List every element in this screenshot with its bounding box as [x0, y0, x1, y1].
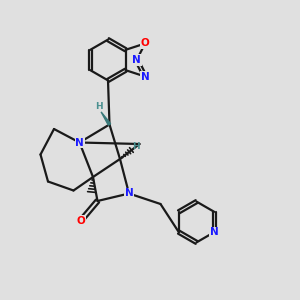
- Text: H: H: [95, 102, 103, 111]
- Text: N: N: [124, 188, 134, 199]
- Text: N: N: [210, 227, 218, 237]
- Text: H: H: [132, 142, 140, 151]
- Text: N: N: [132, 55, 141, 65]
- Text: O: O: [141, 38, 149, 49]
- Polygon shape: [101, 112, 111, 125]
- Text: N: N: [75, 137, 84, 148]
- Text: N: N: [141, 71, 149, 82]
- Text: O: O: [76, 215, 85, 226]
